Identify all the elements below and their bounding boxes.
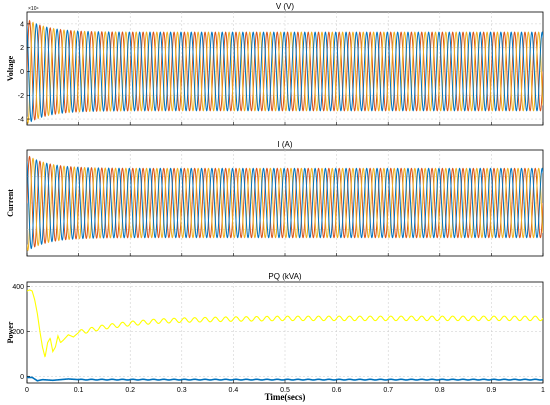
y-tick-label: 2 [20,45,24,52]
series-line-2 [27,376,543,382]
y-axis-label: Power [6,321,15,343]
series-line-phase-2 [27,21,543,125]
subplot-title: I (A) [277,140,292,149]
x-tick-label: 0.8 [435,387,445,394]
y-axis-label: Current [6,189,15,217]
series-line-phase-1 [27,155,543,248]
series-group [27,155,543,252]
y-tick-label: 200 [12,329,24,336]
y-tick-label: 4 [20,21,24,28]
series-line-1 [27,289,543,358]
x-axis-label: Time(secs) [265,392,306,402]
x-tick-label: 0 [25,387,29,394]
series-group [27,19,543,125]
subplot-2: I (A) Current [6,140,544,257]
x-tick-label: 0.3 [177,387,187,394]
subplot-1: -4 -2 0 2 4 V (V) Voltage ×10⁴ [6,2,544,126]
x-tick-label: 0.6 [332,387,342,394]
x-tick-label: 0.4 [229,387,239,394]
x-tick-label: 1 [541,387,545,394]
x-tick-label: 0.1 [74,387,84,394]
y-tick-label: 0 [20,69,24,76]
series-line-phase-1 [27,19,543,121]
series-group [27,289,543,382]
x-tick-label: 0.9 [487,387,497,394]
series-line-phase-3 [27,23,543,123]
y-tick-label: 400 [12,284,24,291]
series-line-phase-2 [27,157,543,252]
y-tick-label: -4 [18,117,24,124]
x-tick-label: 0.5 [280,387,290,394]
x-tick-label: 0.2 [125,387,135,394]
y-tick-label: 0 [20,374,24,381]
y-tick-label: -2 [18,93,24,100]
subplot-3: 0 200 400 0 0.1 0.2 0.3 0.4 0.5 0.6 0.7 0.8 0.9 1 PQ (… [6,272,545,402]
subplot-title: PQ (kVA) [268,272,302,281]
y-axis-label: Voltage [6,55,15,81]
x-tick-label: 0.7 [383,387,393,394]
y-exponent-label: ×10⁴ [28,6,39,12]
series-line-phase-3 [27,159,543,250]
subplot-title: V (V) [276,2,295,11]
